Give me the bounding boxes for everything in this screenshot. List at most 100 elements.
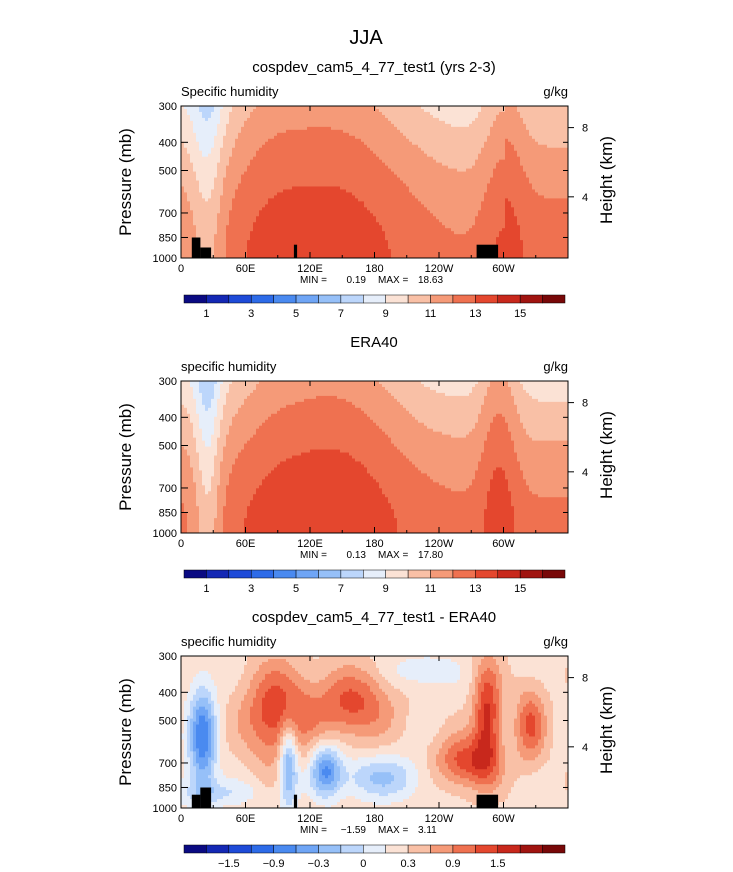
colorbar-swatch [430, 294, 454, 304]
y-tick-label: 500 [159, 440, 177, 452]
contour-field [181, 106, 568, 258]
colorbar-swatch [452, 844, 476, 854]
colorbar-swatch [475, 294, 499, 304]
colorbar-label: 1.5 [490, 858, 505, 870]
x-tick-label: 180 [365, 538, 383, 550]
x-tick-label: 120W [425, 813, 454, 825]
min-label: MIN = [300, 825, 327, 836]
colorbar-swatch [519, 569, 543, 579]
y-tick-label: 850 [159, 232, 177, 244]
y-tick-label: 500 [159, 165, 177, 177]
topography-mask [200, 247, 212, 258]
max-value: 3.11 [418, 825, 437, 836]
colorbar-swatch [295, 569, 319, 579]
colorbar-swatch [340, 569, 364, 579]
colorbar-swatch [183, 294, 207, 304]
colorbar-swatch [542, 569, 566, 579]
colorbar-swatch [363, 294, 386, 304]
x-tick-label: 60W [492, 538, 515, 550]
colorbar-label: −0.9 [263, 858, 285, 870]
height-tick-label: 4 [582, 467, 588, 479]
colorbar-swatch [385, 569, 409, 579]
colorbar-label: 13 [469, 583, 481, 595]
min-value: −1.59 [341, 825, 367, 836]
colorbar-swatch [228, 844, 252, 854]
x-tick-label: 60W [492, 813, 515, 825]
height-tick-label: 4 [582, 742, 588, 754]
colorbar-label: 11 [425, 308, 436, 320]
chart-panel-1: cospdev_cam5_4_77_test1 (yrs 2-3) Specifi… [116, 59, 616, 320]
topography-mask [191, 794, 201, 808]
colorbar-swatch [273, 844, 297, 854]
colorbar-swatch [519, 844, 543, 854]
y-tick-label: 500 [159, 715, 177, 727]
height-tick-label: 8 [582, 123, 588, 135]
y-tick-label: 400 [159, 412, 177, 424]
colorbar-swatch [475, 844, 499, 854]
x-tick-label: 60E [236, 538, 256, 550]
colorbar-swatch [228, 569, 252, 579]
colorbar-label: 9 [383, 583, 389, 595]
colorbar-swatch [318, 569, 342, 579]
colorbar-label: 0 [360, 858, 366, 870]
colorbar-swatch [340, 844, 364, 854]
topography-mask [293, 244, 298, 258]
colorbar-swatch [318, 294, 342, 304]
min-label: MIN = [300, 550, 327, 561]
panel-left-title: specific humidity [181, 359, 277, 374]
panel-units: g/kg [543, 634, 568, 649]
min-value: 0.13 [347, 550, 367, 561]
panel-left-title: specific humidity [181, 634, 277, 649]
x-tick-label: 60E [236, 263, 256, 275]
colorbar-swatch [318, 844, 342, 854]
y-tick-label: 300 [159, 651, 177, 663]
colorbar-label: 3 [248, 583, 254, 595]
colorbar-swatch [295, 294, 319, 304]
colorbar-label: 0.3 [400, 858, 415, 870]
colorbar-label: 5 [293, 308, 299, 320]
max-label: MAX = [378, 825, 408, 836]
max-value: 17.80 [418, 550, 443, 561]
panel-title: cospdev_cam5_4_77_test1 (yrs 2-3) [252, 59, 495, 76]
colorbar-swatch [407, 294, 431, 304]
colorbar-label: 1 [203, 583, 209, 595]
colorbar-swatch [250, 569, 274, 579]
panel-title: cospdev_cam5_4_77_test1 - ERA40 [252, 609, 496, 626]
y-tick-label: 850 [159, 782, 177, 794]
y-axis-label: Pressure (mb) [116, 403, 135, 511]
colorbar-swatch [273, 294, 297, 304]
colorbar-swatch [497, 844, 521, 854]
x-tick-label: 120E [297, 538, 323, 550]
colorbar-label: 9 [383, 308, 389, 320]
colorbar-swatch [273, 569, 297, 579]
contour-field [181, 381, 568, 533]
y-tick-label: 700 [159, 208, 177, 220]
max-label: MAX = [378, 275, 408, 286]
colorbar-label: 7 [338, 583, 344, 595]
max-label: MAX = [378, 550, 408, 561]
colorbar-swatch [183, 844, 207, 854]
colorbar-label: 15 [514, 583, 526, 595]
colorbar: 1 3 5 7 9 11 13 15 [183, 569, 566, 595]
height-tick-label: 8 [582, 398, 588, 410]
x-tick-label: 60E [236, 813, 256, 825]
colorbar-swatch [542, 294, 566, 304]
y-tick-label: 300 [159, 376, 177, 388]
colorbar-swatch [363, 844, 386, 854]
topography-mask [476, 244, 499, 258]
colorbar-label: 1 [203, 308, 209, 320]
colorbar: −1.5 −0.9 −0.3 0 0.3 0.9 1.5 [183, 844, 566, 870]
topography-mask [476, 794, 499, 808]
colorbar-swatch [430, 569, 454, 579]
y-tick-label: 400 [159, 687, 177, 699]
colorbar-swatch [385, 294, 409, 304]
colorbar-label: −0.3 [308, 858, 330, 870]
colorbar-swatch [250, 844, 274, 854]
colorbar-swatch [206, 569, 230, 579]
min-value: 0.19 [347, 275, 367, 286]
x-tick-label: 180 [365, 263, 383, 275]
colorbar-swatch [385, 844, 409, 854]
x-tick-label: 120W [425, 263, 454, 275]
panel-units: g/kg [543, 84, 568, 99]
